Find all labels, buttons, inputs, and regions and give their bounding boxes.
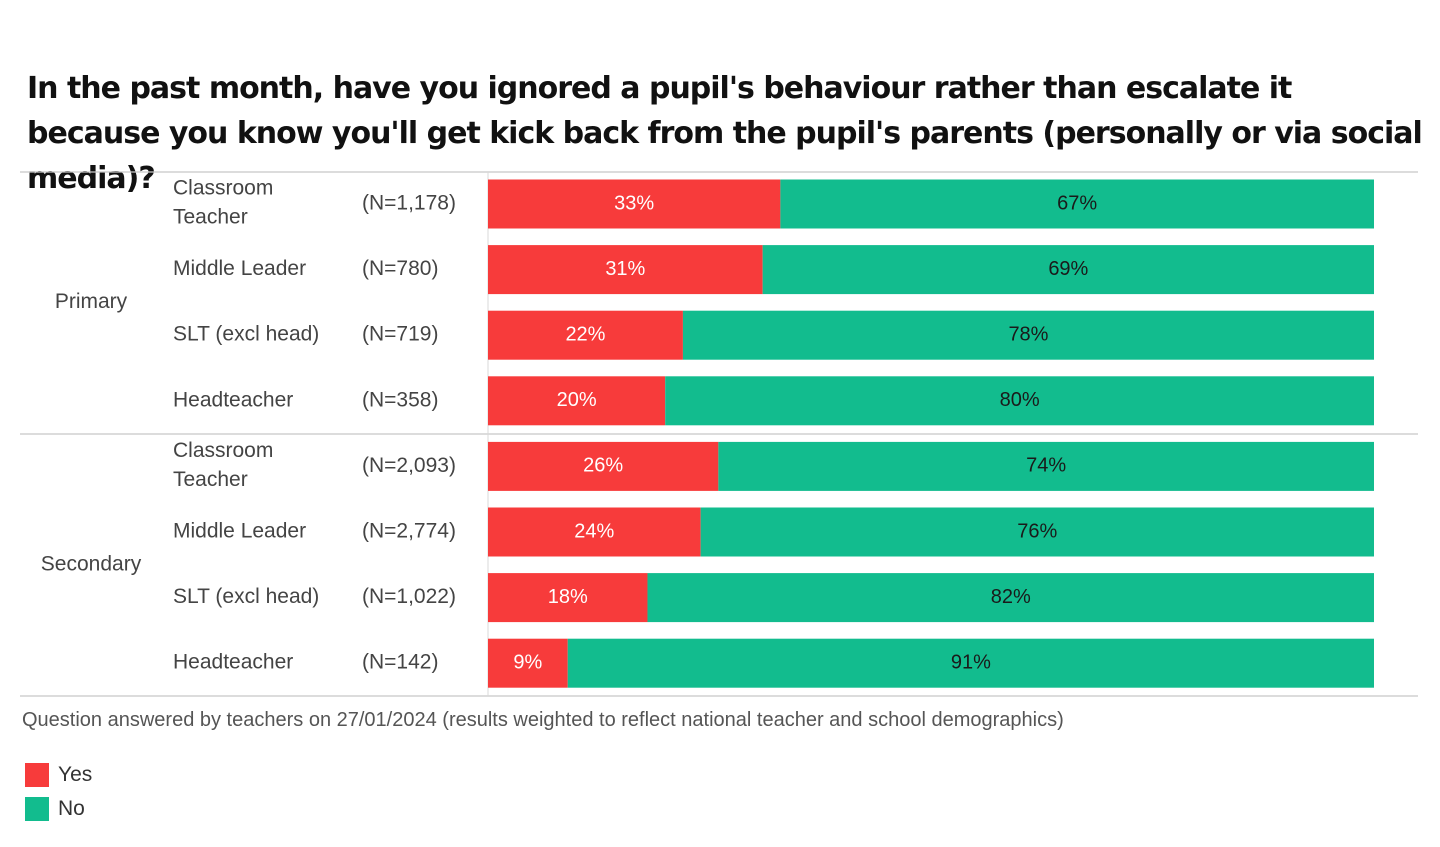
n-label-0-2: (N=719) bbox=[362, 323, 438, 346]
legend-swatch-no bbox=[25, 797, 49, 821]
bar-yes-1-3 bbox=[488, 638, 568, 688]
group-label-0: Primary bbox=[55, 290, 128, 313]
legend-label-no: No bbox=[58, 797, 85, 820]
label-yes-0-2: 22% bbox=[565, 323, 605, 345]
bar-yes-1-0 bbox=[488, 441, 719, 491]
bar-no-1-2 bbox=[647, 573, 1374, 623]
label-yes-1-3: 9% bbox=[513, 651, 542, 673]
bar-no-1-1 bbox=[700, 507, 1374, 557]
label-yes-1-2: 18% bbox=[548, 586, 588, 608]
role-label-1-0-line2: Teacher bbox=[173, 468, 248, 491]
bar-no-1-0 bbox=[718, 441, 1374, 491]
n-label-0-3: (N=358) bbox=[362, 388, 438, 411]
label-no-1-0: 74% bbox=[1026, 455, 1066, 477]
legend-swatch-yes bbox=[25, 763, 49, 787]
role-label-1-2: SLT (excl head) bbox=[173, 585, 319, 608]
group-label-1: Secondary bbox=[41, 552, 142, 575]
role-label-1-0-line1: Classroom bbox=[173, 439, 273, 462]
label-no-0-3: 80% bbox=[1000, 389, 1040, 411]
n-label-0-0: (N=1,178) bbox=[362, 192, 456, 215]
footnote: Question answered by teachers on 27/01/2… bbox=[22, 709, 1064, 731]
legend: Yes No bbox=[25, 758, 92, 826]
n-label-1-2: (N=1,022) bbox=[362, 585, 456, 608]
role-label-0-1: Middle Leader bbox=[173, 257, 306, 280]
label-yes-0-3: 20% bbox=[557, 389, 597, 411]
bar-yes-0-0 bbox=[488, 179, 781, 229]
bar-yes-1-1 bbox=[488, 507, 701, 557]
label-no-1-2: 82% bbox=[991, 586, 1031, 608]
legend-item-no: No bbox=[25, 792, 92, 826]
role-label-0-0-line1: Classroom bbox=[173, 177, 273, 200]
bar-no-1-3 bbox=[567, 638, 1374, 688]
bar-no-0-3 bbox=[665, 376, 1374, 426]
role-label-0-0-line2: Teacher bbox=[173, 206, 248, 229]
role-label-1-1: Middle Leader bbox=[173, 520, 306, 543]
n-label-1-3: (N=142) bbox=[362, 651, 438, 674]
label-no-0-1: 69% bbox=[1048, 258, 1088, 280]
label-yes-1-0: 26% bbox=[583, 455, 623, 477]
bar-yes-0-1 bbox=[488, 245, 763, 295]
bar-no-0-1 bbox=[762, 245, 1374, 295]
chart-title: In the past month, have you ignored a pu… bbox=[27, 71, 1423, 196]
label-no-0-2: 78% bbox=[1008, 323, 1048, 345]
label-yes-0-1: 31% bbox=[605, 258, 645, 280]
bar-yes-0-3 bbox=[488, 376, 666, 426]
legend-item-yes: Yes bbox=[25, 758, 92, 792]
legend-label-yes: Yes bbox=[58, 763, 93, 786]
n-label-0-1: (N=780) bbox=[362, 257, 438, 280]
n-label-1-1: (N=2,774) bbox=[362, 520, 456, 543]
label-no-0-0: 67% bbox=[1057, 192, 1097, 214]
bar-yes-0-2 bbox=[488, 310, 683, 360]
bar-no-0-2 bbox=[682, 310, 1374, 360]
label-yes-0-0: 33% bbox=[614, 192, 654, 214]
bar-yes-1-2 bbox=[488, 573, 648, 623]
role-label-0-2: SLT (excl head) bbox=[173, 323, 319, 346]
label-yes-1-1: 24% bbox=[574, 520, 614, 542]
label-no-1-1: 76% bbox=[1017, 520, 1057, 542]
n-label-1-0: (N=2,093) bbox=[362, 454, 456, 477]
role-label-1-3: Headteacher bbox=[173, 651, 293, 674]
bar-no-0-0 bbox=[780, 179, 1374, 229]
label-no-1-3: 91% bbox=[951, 651, 991, 673]
role-label-0-3: Headteacher bbox=[173, 388, 293, 411]
stacked-bar-chart: 33% 67% Classroom Teacher (N=1,178) 31% 69% Mid… bbox=[20, 171, 1418, 697]
